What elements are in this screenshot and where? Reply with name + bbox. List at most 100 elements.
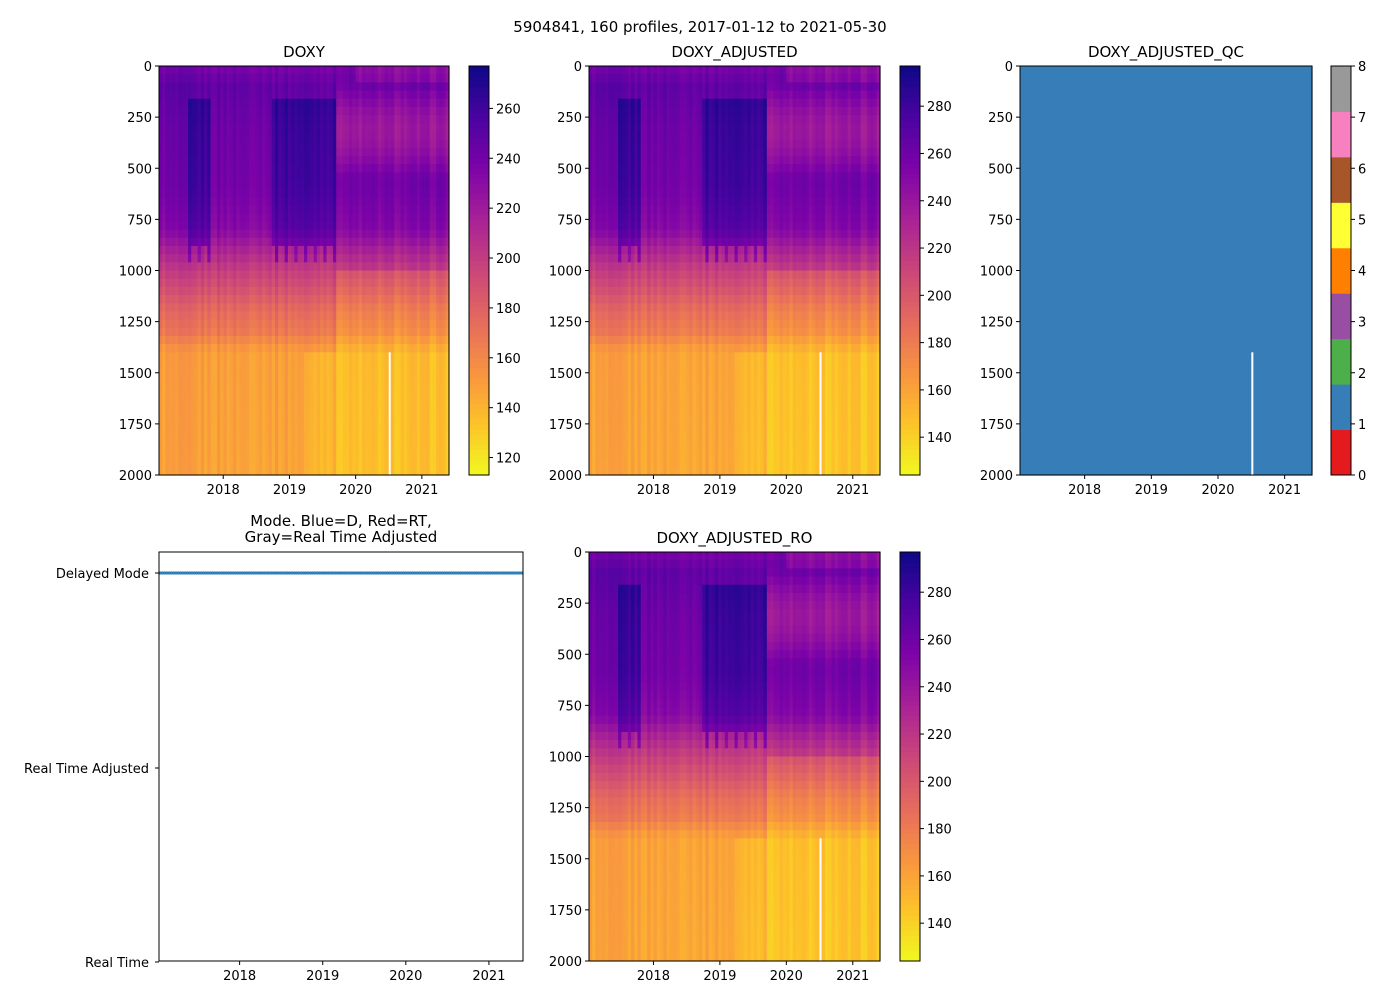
colorbar-segment	[469, 209, 489, 215]
colorbar-segment	[469, 357, 489, 363]
colorbar-segment	[469, 378, 489, 384]
colorbar-segment	[469, 398, 489, 404]
colorbar-segment	[469, 403, 489, 409]
colorbar-segment	[469, 342, 489, 348]
colorbar-segment	[469, 173, 489, 179]
colorbar-segment	[469, 214, 489, 220]
colorbar-segment	[469, 424, 489, 430]
missing-data-gap	[389, 352, 391, 475]
colorbar-segment	[469, 260, 489, 266]
x-tick-label: 2021	[405, 483, 438, 498]
colorbar: 120 140 160 180 200 220 240 260	[469, 66, 521, 476]
colorbar-tick-label: 120	[496, 452, 521, 467]
colorbar-segment	[469, 81, 489, 87]
colorbar-segment	[469, 368, 489, 374]
colorbar-segment	[469, 439, 489, 445]
colorbar-segment	[469, 311, 489, 317]
colorbar-segment	[469, 301, 489, 307]
colorbar-segment	[469, 163, 489, 169]
colorbar-segment	[469, 337, 489, 343]
colorbar-segment	[469, 434, 489, 440]
y-tick-label: 1750	[119, 418, 152, 433]
x-tick-label: 2019	[273, 483, 306, 498]
colorbar-segment	[469, 148, 489, 154]
colorbar-segment	[469, 102, 489, 108]
colorbar-tick-label: 200	[496, 252, 521, 267]
colorbar-segment	[469, 363, 489, 369]
colorbar-segment	[469, 86, 489, 92]
colorbar-tick-label: 160	[496, 352, 521, 367]
colorbar-segment	[469, 291, 489, 297]
y-tick-label: 1250	[119, 316, 152, 331]
colorbar-segment	[469, 117, 489, 123]
colorbar-segment	[469, 327, 489, 333]
y-tick-label: 250	[127, 111, 152, 126]
colorbar-tick-label: 180	[496, 302, 521, 317]
colorbar-segment	[469, 245, 489, 251]
colorbar-segment	[469, 455, 489, 461]
colorbar-segment	[469, 388, 489, 394]
colorbar-segment	[469, 281, 489, 287]
colorbar-segment	[469, 419, 489, 425]
colorbar-segment	[469, 383, 489, 389]
colorbar-segment	[469, 306, 489, 312]
colorbar-segment	[469, 158, 489, 164]
y-tick-label: 1500	[119, 367, 152, 382]
y-tick-label: 0	[144, 60, 152, 75]
colorbar-segment	[469, 204, 489, 210]
colorbar-segment	[469, 250, 489, 256]
colorbar-segment	[469, 224, 489, 230]
x-tick-label: 2020	[339, 483, 372, 498]
colorbar-segment	[469, 138, 489, 144]
colorbar-segment	[469, 465, 489, 471]
colorbar-segment	[469, 127, 489, 133]
colorbar-segment	[469, 265, 489, 271]
colorbar-segment	[469, 429, 489, 435]
colorbar-segment	[469, 132, 489, 138]
colorbar-segment	[469, 112, 489, 118]
colorbar-segment	[469, 194, 489, 200]
colorbar-tick-label: 260	[496, 102, 521, 117]
colorbar-segment	[469, 189, 489, 195]
colorbar-segment	[469, 168, 489, 174]
colorbar-segment	[469, 444, 489, 450]
colorbar-segment	[469, 296, 489, 302]
colorbar-segment	[469, 199, 489, 205]
colorbar-segment	[469, 240, 489, 246]
colorbar-segment	[469, 322, 489, 328]
y-tick-label: 750	[127, 213, 152, 228]
colorbar-segment	[469, 276, 489, 282]
colorbar-segment	[469, 393, 489, 399]
colorbar-segment	[469, 255, 489, 261]
colorbar-tick-label: 240	[496, 152, 521, 167]
colorbar-segment	[469, 71, 489, 77]
colorbar-segment	[469, 317, 489, 323]
y-tick-label: 1000	[119, 265, 152, 280]
x-tick-label: 2018	[207, 483, 240, 498]
colorbar-segment	[469, 271, 489, 277]
colorbar-segment	[469, 449, 489, 455]
colorbar-segment	[469, 219, 489, 225]
colorbar-segment	[469, 184, 489, 190]
colorbar-segment	[469, 66, 489, 72]
colorbar-segment	[469, 92, 489, 98]
colorbar-tick-label: 140	[496, 402, 521, 417]
colorbar-segment	[469, 235, 489, 241]
colorbar-segment	[469, 97, 489, 103]
colorbar-segment	[469, 332, 489, 338]
y-tick-label: 500	[127, 162, 152, 177]
colorbar-tick-label: 220	[496, 202, 521, 217]
colorbar-segment	[469, 460, 489, 466]
colorbar-segment	[469, 122, 489, 128]
colorbar-segment	[469, 178, 489, 184]
colorbar-segment	[469, 143, 489, 149]
figure-title: 5904841, 160 profiles, 2017-01-12 to 202…	[513, 18, 886, 36]
heatmap-panel-doxy: DOXY 2018 2019 2020 2021 0 250 500 750 1000 1250 15…	[119, 43, 521, 498]
colorbar-segment	[469, 76, 489, 82]
colorbar-segment	[469, 230, 489, 236]
panel-title: DOXY	[283, 43, 326, 61]
colorbar-segment	[469, 153, 489, 159]
colorbar-segment	[469, 409, 489, 415]
